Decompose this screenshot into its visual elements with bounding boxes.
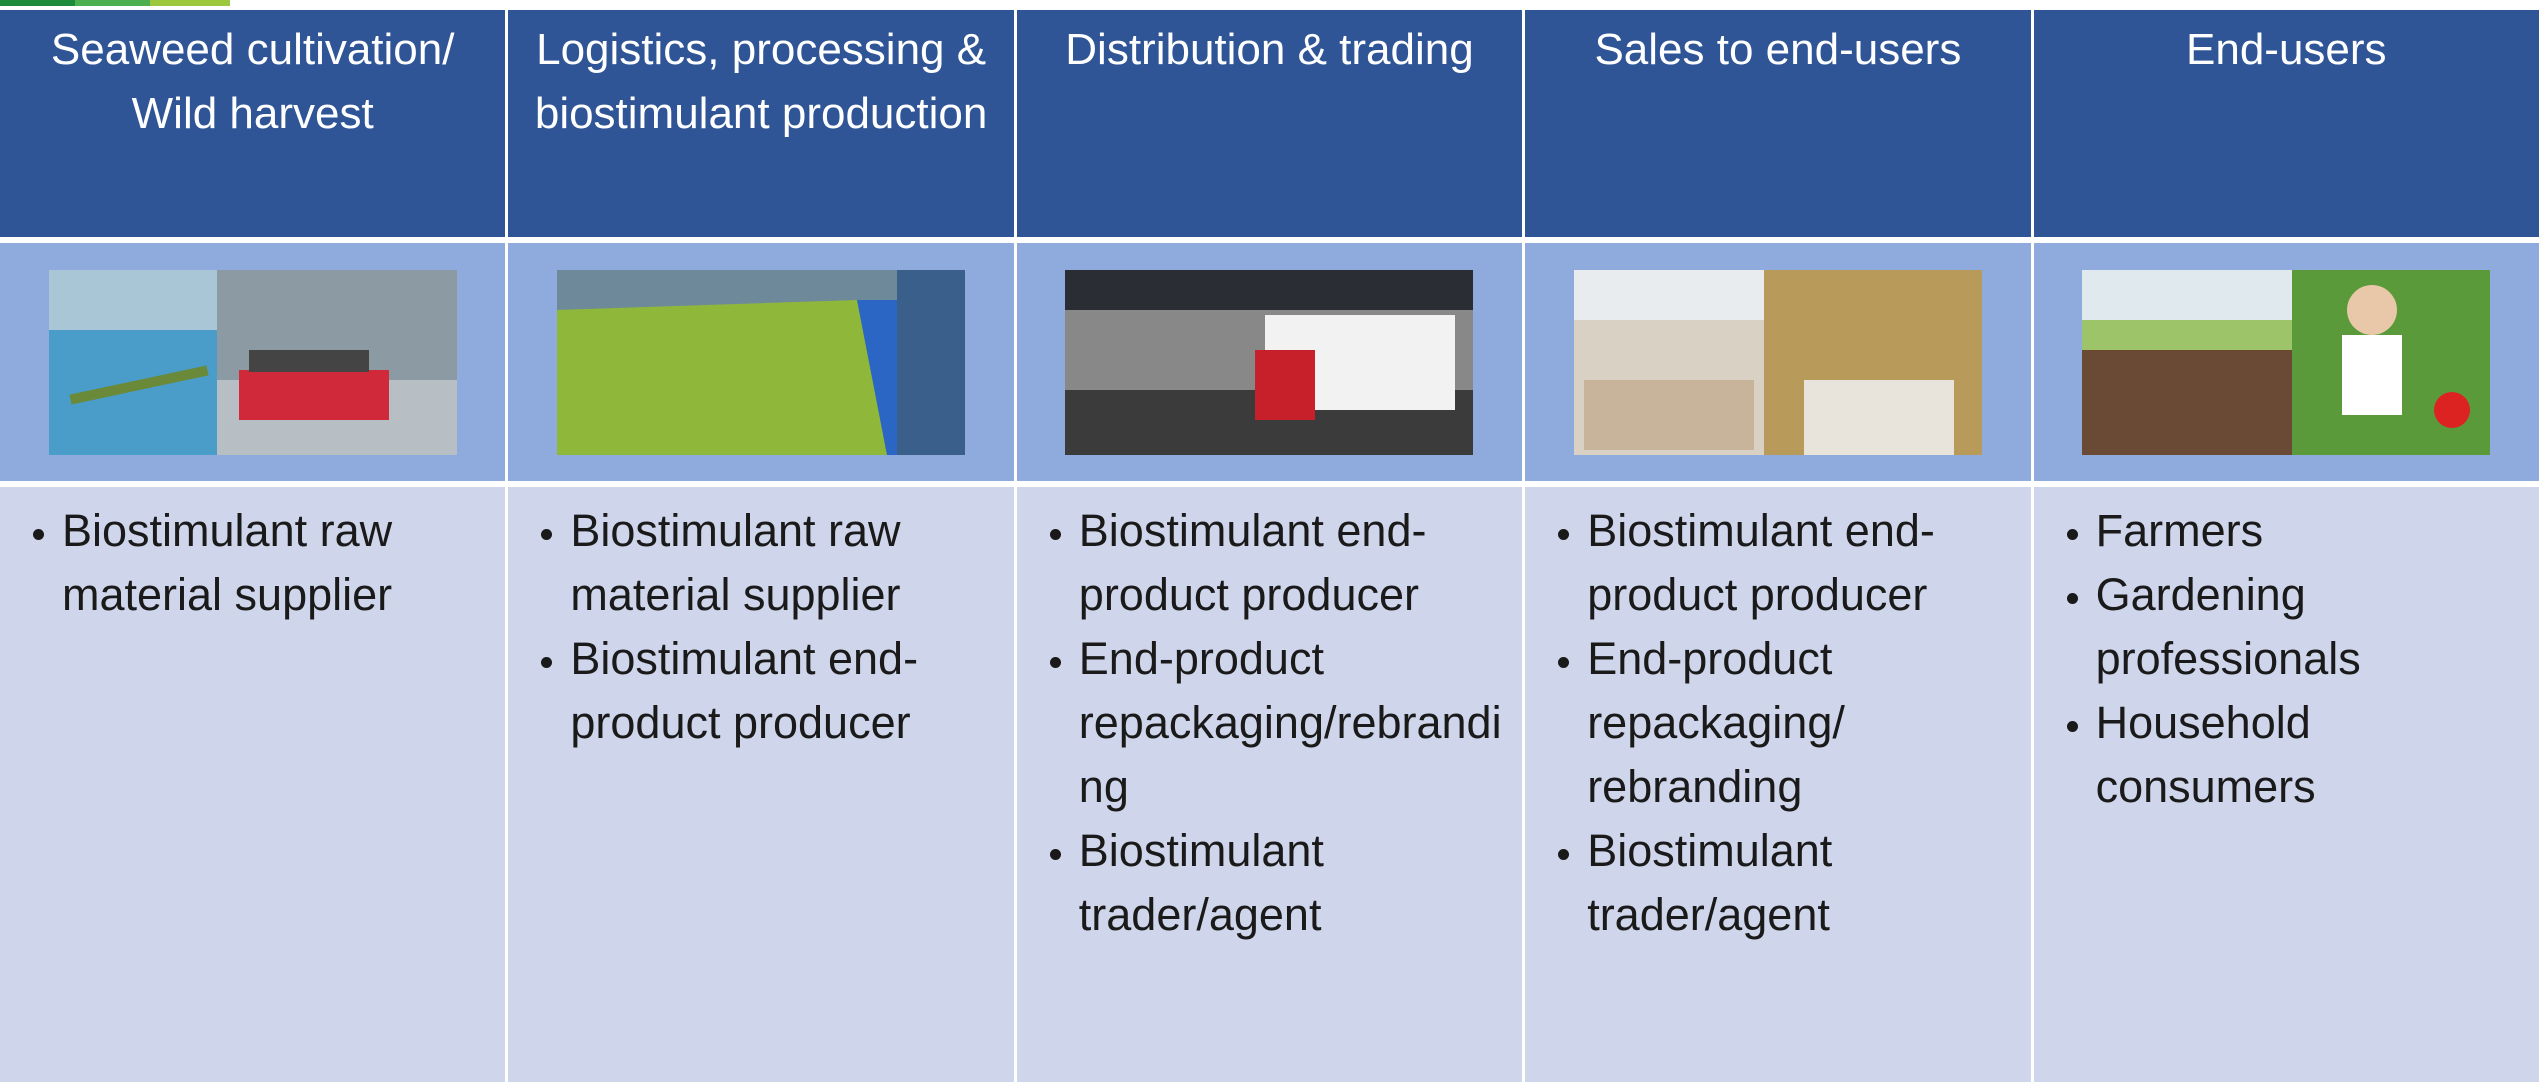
- photo: [1065, 270, 1473, 455]
- photo: [2082, 270, 2490, 455]
- column-header: Logistics, processing & biostimulant pro…: [508, 10, 1013, 237]
- bullet-item: Biostimulant trader/agent: [1079, 819, 1512, 947]
- bullet-item: Farmers: [2096, 499, 2529, 563]
- image-cell: [2034, 243, 2539, 481]
- column-body: FarmersGardening professionalsHousehold …: [2034, 487, 2539, 1082]
- bullet-item: Biostimulant raw material supplier: [570, 499, 1003, 627]
- bullet-item: End-product repackaging/ rebranding: [1587, 627, 2020, 819]
- bullet-item: Biostimulant end-product producer: [1587, 499, 2020, 627]
- bullet-item: Household consumers: [2096, 691, 2529, 819]
- bullet-list: Biostimulant end-product producerEnd-pro…: [1525, 499, 2020, 947]
- photo: [49, 270, 457, 455]
- column-header: End-users: [2034, 10, 2539, 237]
- bullet-list: Biostimulant raw material supplierBiosti…: [508, 499, 1003, 755]
- bullet-list: Biostimulant raw material supplier: [0, 499, 495, 627]
- column-body: Biostimulant raw material supplier: [0, 487, 505, 1082]
- image-cell: [1525, 243, 2030, 481]
- column-body: Biostimulant raw material supplierBiosti…: [508, 487, 1013, 1082]
- bullet-item: Biostimulant trader/agent: [1587, 819, 2020, 947]
- image-cell: [1017, 243, 1522, 481]
- accent-bar: [0, 0, 230, 6]
- bullet-item: End-product repackaging/rebranding: [1079, 627, 1512, 819]
- image-cell: [508, 243, 1013, 481]
- slide: Seaweed cultivation/ Wild harvest Biostim…: [0, 0, 2539, 1082]
- column-header: Seaweed cultivation/ Wild harvest: [0, 10, 505, 237]
- bullet-list: Biostimulant end-product producerEnd-pro…: [1017, 499, 1512, 947]
- bullet-item: Biostimulant raw material supplier: [62, 499, 495, 627]
- column-body: Biostimulant end-product producerEnd-pro…: [1525, 487, 2030, 1082]
- bullet-item: Gardening professionals: [2096, 563, 2529, 691]
- column-header: Sales to end-users: [1525, 10, 2030, 237]
- bullet-list: FarmersGardening professionalsHousehold …: [2034, 499, 2529, 819]
- photo: [557, 270, 965, 455]
- bullet-item: Biostimulant end-product producer: [1079, 499, 1512, 627]
- value-chain-table: Seaweed cultivation/ Wild harvest Biostim…: [0, 10, 2539, 1082]
- column-header: Distribution & trading: [1017, 10, 1522, 237]
- photo: [1574, 270, 1982, 455]
- column-body: Biostimulant end-product producerEnd-pro…: [1017, 487, 1522, 1082]
- image-cell: [0, 243, 505, 481]
- bullet-item: Biostimulant end-product producer: [570, 627, 1003, 755]
